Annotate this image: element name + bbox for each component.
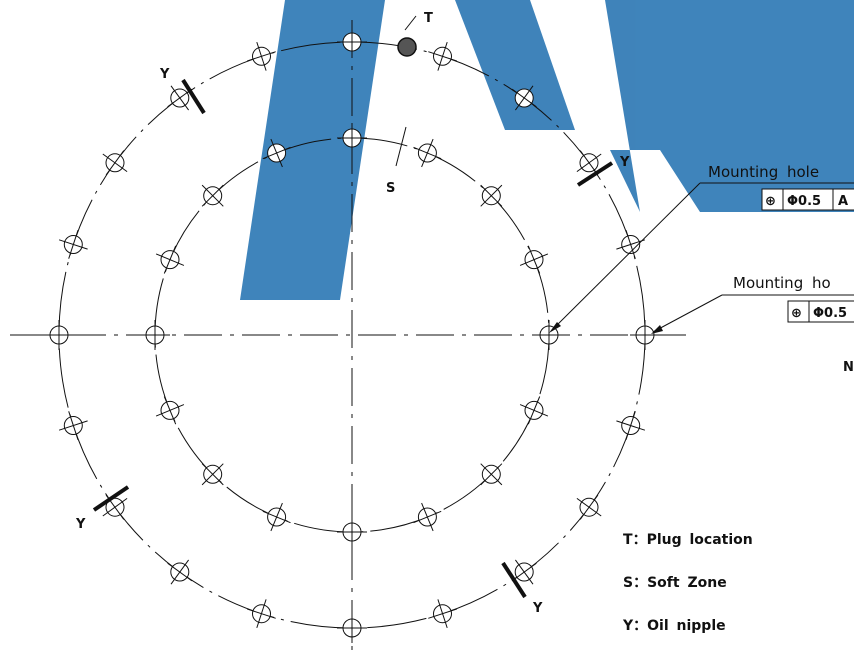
inner-mounting-hole xyxy=(413,502,442,532)
outer-mounting-hole xyxy=(337,27,367,57)
outer-callout-label: Mounting ho xyxy=(733,274,831,292)
outer-mounting-hole xyxy=(616,411,646,440)
outer-hole-group xyxy=(44,27,660,643)
inner-mounting-hole xyxy=(413,138,442,168)
outer-mounting-hole xyxy=(102,494,128,520)
legend-item-soft-zone: S：Soft Zone xyxy=(623,575,727,591)
position-symbol-icon: ⊕ xyxy=(791,306,802,321)
legend-item-plug: T：Plug location xyxy=(623,532,753,548)
inner-mounting-hole xyxy=(262,502,291,532)
inner-callout-leader xyxy=(550,182,701,332)
plug-leader xyxy=(404,15,417,31)
outer-mounting-hole xyxy=(428,41,457,71)
outer-mounting-hole xyxy=(58,411,88,440)
watermark-right-stroke xyxy=(605,0,854,212)
inner-mounting-hole xyxy=(519,396,549,425)
outer-mounting-hole xyxy=(247,41,276,71)
inner-hole-callout: Mounting hole ⊕ Φ0.5 A xyxy=(549,163,854,333)
outer-mounting-hole xyxy=(576,150,602,176)
outer-mounting-hole xyxy=(428,599,457,629)
inner-mounting-hole xyxy=(155,245,185,274)
position-symbol-icon: ⊕ xyxy=(765,194,776,209)
outer-mounting-hole xyxy=(337,613,367,643)
outer-tolerance-frame xyxy=(787,300,854,323)
outer-mounting-hole xyxy=(576,494,602,520)
inner-mounting-hole xyxy=(201,184,224,207)
inner-mounting-hole xyxy=(519,245,549,274)
plug-letter: T xyxy=(424,11,433,26)
oil-nipple-bar xyxy=(576,161,614,187)
outer-mounting-hole xyxy=(102,150,128,176)
inner-mounting-hole xyxy=(155,396,185,425)
oil-nipple-markers: Y Y Y Y xyxy=(75,67,630,616)
oil-nipple-bar xyxy=(92,485,130,512)
outer-callout-leader xyxy=(652,294,723,333)
outer-mounting-hole xyxy=(511,559,537,585)
inner-callout-label: Mounting hole xyxy=(708,163,819,181)
inner-mounting-hole xyxy=(201,463,224,486)
inner-mounting-hole xyxy=(262,138,291,168)
inner-hole-group xyxy=(140,123,564,547)
oil-nipple-letter: Y xyxy=(75,517,86,532)
oil-nipple-letter: Y xyxy=(532,601,543,616)
soft-zone-tick xyxy=(395,126,407,167)
oil-nipple-bar xyxy=(501,561,527,599)
inner-tolerance-frame xyxy=(761,188,854,211)
legend-item-oil-nipple: Y：Oil nipple xyxy=(622,618,726,634)
inner-mounting-hole xyxy=(480,184,503,207)
legend: T：Plug location S：Soft Zone Y：Oil nipple xyxy=(622,532,753,634)
watermark-top-stroke xyxy=(455,0,575,130)
inner-datum-ref: A xyxy=(838,194,848,209)
outer-mounting-hole xyxy=(630,320,660,350)
inner-mounting-hole xyxy=(534,320,564,350)
oil-nipple-bar xyxy=(181,78,206,115)
inner-mounting-hole xyxy=(337,517,367,547)
plug-hatched-circle xyxy=(397,37,417,57)
outer-mounting-hole xyxy=(511,85,537,111)
inner-mounting-hole xyxy=(337,123,367,153)
outer-mounting-hole xyxy=(167,559,193,585)
oil-nipple-letter: Y xyxy=(619,155,630,170)
outer-callout-arrowhead xyxy=(651,325,663,334)
inner-mounting-hole xyxy=(140,320,170,350)
inner-mounting-hole xyxy=(480,463,503,486)
outer-mounting-hole xyxy=(616,230,646,259)
watermark-left-stroke xyxy=(240,0,385,300)
outer-tolerance-value: Φ0.5 xyxy=(813,306,847,321)
outer-mounting-hole xyxy=(44,320,74,350)
outer-mounting-hole xyxy=(247,599,276,629)
outer-mounting-hole xyxy=(58,230,88,259)
plug-marker: T xyxy=(397,11,433,57)
soft-zone-letter: S xyxy=(386,181,395,196)
oil-nipple-letter: Y xyxy=(159,67,170,82)
soft-zone-marker: S xyxy=(386,126,407,196)
outer-hole-callout: Mounting ho ⊕ Φ0.5 xyxy=(651,274,854,334)
watermark-logo xyxy=(240,0,854,300)
inner-callout-arrowhead xyxy=(549,322,561,333)
inner-tolerance-value: Φ0.5 xyxy=(787,194,821,209)
outer-mounting-hole xyxy=(167,85,193,111)
partial-note-letter: N xyxy=(843,360,854,375)
